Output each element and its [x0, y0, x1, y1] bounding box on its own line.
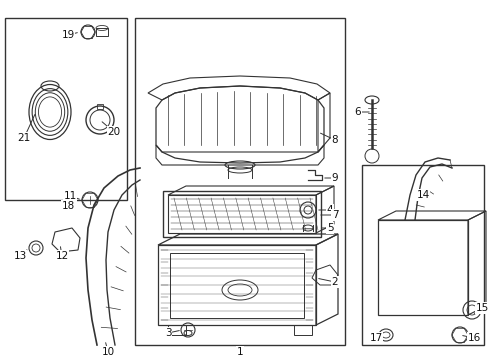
Text: 10: 10	[101, 347, 114, 357]
Text: 17: 17	[368, 333, 382, 343]
Text: 18: 18	[61, 201, 75, 211]
Text: 11: 11	[63, 191, 77, 201]
Text: 7: 7	[331, 210, 338, 220]
Text: 15: 15	[474, 303, 488, 313]
Text: 8: 8	[331, 135, 338, 145]
Bar	[97, 104, 103, 109]
Text: 9: 9	[331, 173, 338, 183]
Text: 1: 1	[236, 347, 243, 357]
Text: 21: 21	[18, 133, 31, 143]
Bar	[96, 28, 108, 36]
Bar	[168, 325, 185, 335]
Text: 12: 12	[55, 251, 68, 261]
Text: 3: 3	[164, 328, 171, 338]
Bar	[361, 165, 483, 345]
Bar	[293, 325, 311, 335]
Text: 13: 13	[13, 251, 26, 261]
Text: 14: 14	[415, 190, 429, 200]
Text: 20: 20	[107, 127, 121, 137]
Bar	[377, 220, 467, 315]
Bar	[5, 18, 127, 200]
Text: 19: 19	[61, 30, 75, 40]
Text: 5: 5	[326, 223, 333, 233]
Bar	[135, 18, 345, 345]
Text: 2: 2	[331, 277, 338, 287]
Text: 16: 16	[467, 333, 480, 343]
Text: 4: 4	[326, 205, 333, 215]
Text: 6: 6	[354, 107, 361, 117]
